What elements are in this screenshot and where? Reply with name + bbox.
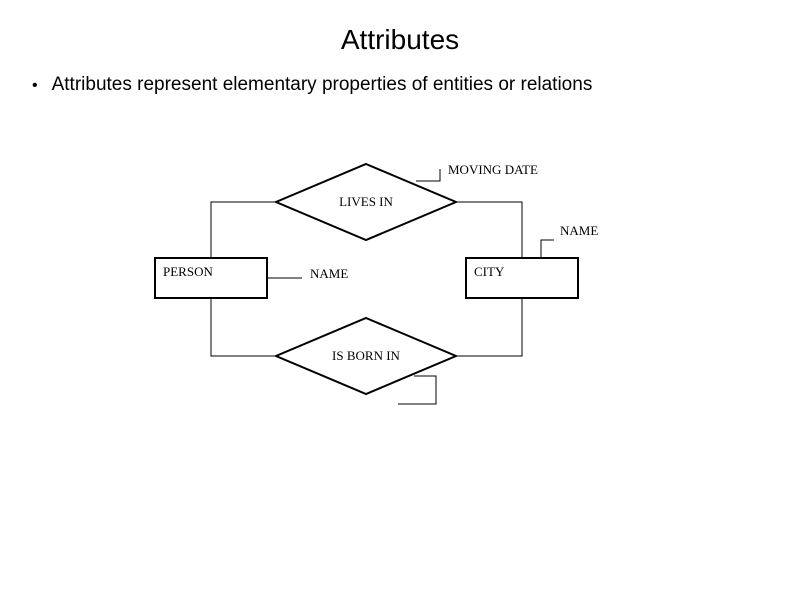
edge [211,202,276,258]
relationship-label-is_born_in: IS BORN IN [332,348,401,363]
edge [456,202,522,258]
edge [398,376,436,404]
edge [456,298,522,356]
edge [416,169,440,181]
edge [211,298,276,356]
attribute-name_person: NAME [310,266,348,281]
er-diagram: PERSON CITY LIVES IN IS BORN IN MOVING DATE N… [0,0,800,600]
entity-label-city: CITY [474,264,505,279]
relationship-label-lives_in: LIVES IN [339,194,393,209]
attribute-name_city: NAME [560,223,598,238]
attribute-moving_date: MOVING DATE [448,162,538,177]
edge [541,240,554,258]
entity-label-person: PERSON [163,264,213,279]
